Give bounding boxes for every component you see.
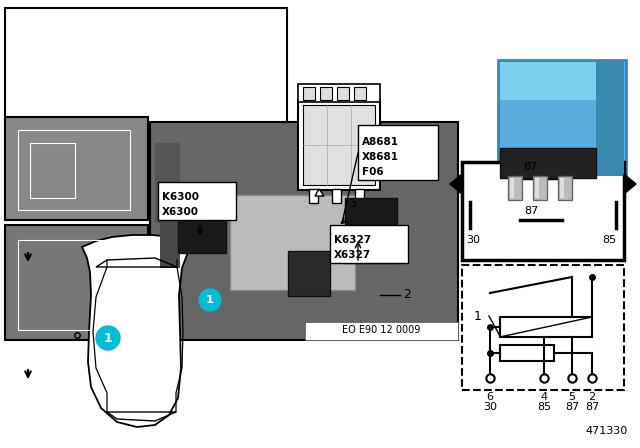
Text: X6327: X6327: [334, 250, 371, 260]
Text: 30: 30: [483, 402, 497, 412]
Bar: [5, 225, 148, 340]
Text: F06: F06: [362, 167, 383, 177]
Bar: [315, 230, 324, 252]
Bar: [332, 189, 341, 203]
Bar: [5, 117, 148, 220]
Polygon shape: [315, 189, 324, 196]
Bar: [330, 225, 408, 263]
Bar: [158, 182, 236, 220]
Polygon shape: [450, 174, 462, 194]
Text: 471330: 471330: [586, 426, 628, 436]
Bar: [558, 176, 572, 200]
Bar: [5, 8, 287, 220]
Bar: [317, 223, 323, 230]
Polygon shape: [82, 235, 192, 427]
Bar: [354, 87, 366, 100]
Bar: [533, 176, 547, 200]
Bar: [462, 162, 624, 260]
Text: 85: 85: [602, 235, 616, 245]
Bar: [355, 189, 364, 203]
Text: X8681: X8681: [362, 152, 399, 162]
Bar: [320, 87, 332, 100]
Text: 85: 85: [537, 402, 551, 412]
Bar: [298, 84, 380, 102]
Text: 1: 1: [206, 295, 214, 305]
Circle shape: [199, 289, 221, 311]
Bar: [18, 240, 130, 330]
Text: 1: 1: [474, 310, 482, 323]
Text: 1: 1: [104, 332, 113, 345]
Bar: [500, 317, 592, 337]
Bar: [305, 322, 458, 340]
Bar: [337, 87, 349, 100]
Bar: [462, 265, 624, 390]
Bar: [18, 130, 130, 210]
Text: 30: 30: [466, 235, 480, 245]
Bar: [303, 87, 315, 100]
Bar: [303, 105, 375, 185]
Text: 4: 4: [540, 392, 548, 402]
Bar: [160, 208, 180, 268]
Bar: [358, 125, 438, 180]
Text: 3: 3: [348, 197, 356, 210]
Text: EO E90 12 0009: EO E90 12 0009: [342, 325, 420, 335]
Text: X6300: X6300: [162, 207, 199, 217]
Polygon shape: [624, 174, 636, 194]
Text: 87: 87: [523, 162, 537, 172]
Bar: [30, 143, 75, 198]
Text: 5: 5: [568, 392, 575, 402]
Bar: [498, 60, 626, 178]
Text: 87: 87: [585, 402, 599, 412]
Bar: [298, 100, 380, 190]
Circle shape: [96, 326, 120, 350]
Text: 87: 87: [565, 402, 579, 412]
Bar: [596, 62, 624, 176]
Text: 2: 2: [403, 289, 411, 302]
Bar: [508, 176, 522, 200]
Text: A8681: A8681: [362, 137, 399, 147]
Bar: [150, 122, 458, 340]
Bar: [535, 178, 539, 198]
Text: K6300: K6300: [162, 192, 199, 202]
Bar: [178, 193, 226, 253]
Text: 87: 87: [524, 206, 538, 216]
Bar: [560, 178, 564, 198]
Bar: [288, 251, 330, 296]
Bar: [155, 143, 180, 223]
Bar: [500, 148, 596, 178]
Bar: [345, 198, 397, 263]
Text: 6: 6: [486, 392, 493, 402]
Text: 2: 2: [588, 392, 596, 402]
Bar: [309, 189, 318, 203]
Bar: [500, 62, 624, 100]
Text: K6327: K6327: [334, 235, 371, 245]
Bar: [500, 345, 554, 361]
Bar: [510, 178, 514, 198]
Bar: [230, 195, 355, 290]
